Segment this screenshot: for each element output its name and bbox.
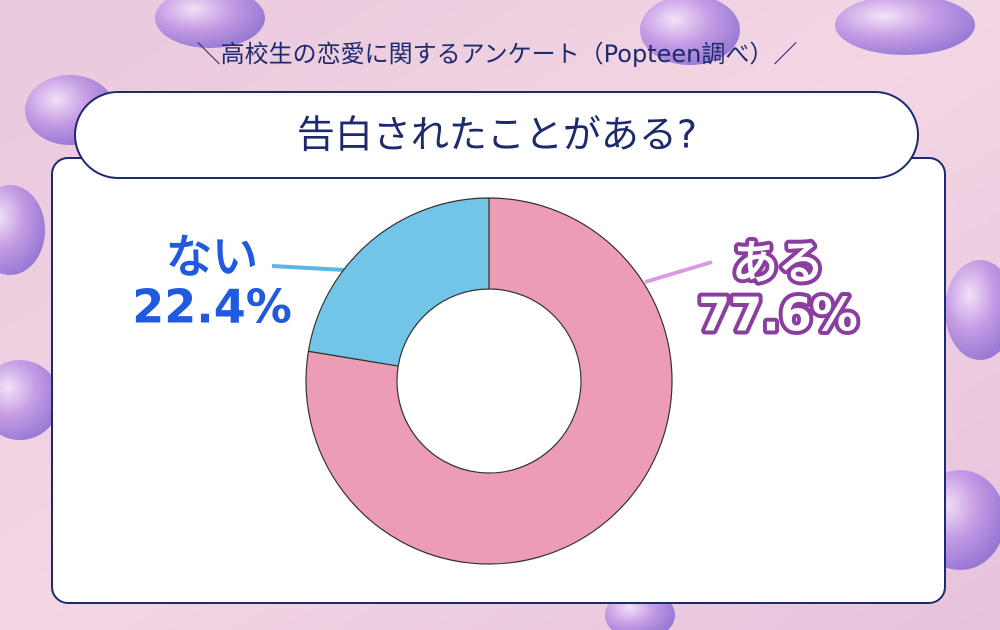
category-label: ある — [732, 236, 824, 290]
value-label: 77.6% — [698, 288, 858, 342]
leader-line — [271, 264, 346, 272]
leader-line — [644, 260, 713, 284]
value-label: 22.4% — [132, 280, 292, 334]
category-label: ない — [166, 230, 258, 284]
title-pill — [74, 91, 919, 179]
chart-title: 告白されたことがある? — [297, 113, 697, 157]
slice — [305, 197, 673, 565]
subtitle: ＼高校生の恋愛に関するアンケート（Popteen調べ）／ — [197, 40, 798, 68]
slice — [307, 197, 490, 367]
